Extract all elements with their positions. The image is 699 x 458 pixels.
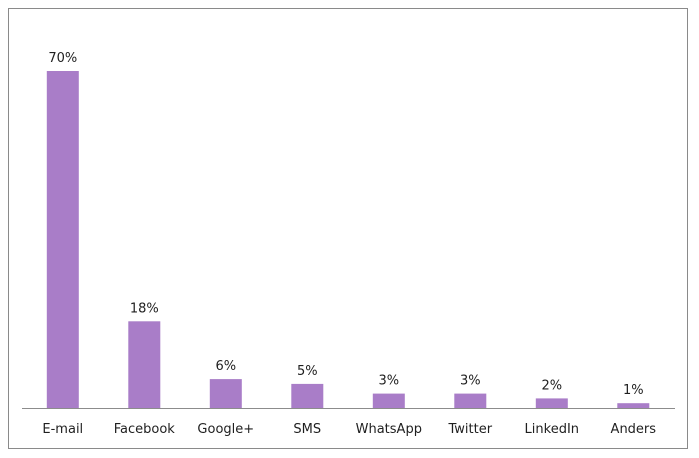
value-label: 2%	[541, 378, 562, 393]
bars-layer	[46, 71, 650, 408]
value-label: 5%	[297, 364, 318, 379]
category-label: Google+	[197, 422, 254, 437]
bar-facebook	[128, 321, 161, 408]
category-label: Anders	[611, 422, 657, 437]
bar-sms	[291, 383, 324, 408]
value-label: 3%	[460, 374, 481, 389]
value-label: 18%	[130, 301, 159, 316]
category-label: SMS	[293, 422, 321, 437]
bar-e-mail	[46, 71, 79, 408]
value-labels-layer: 70% 18% 6% 5% 3% 3% 2% 1%	[48, 51, 643, 398]
bar-twitter	[454, 393, 487, 408]
bar-whatsapp	[372, 393, 405, 408]
category-label: WhatsApp	[356, 422, 422, 437]
bar-anders	[617, 403, 650, 408]
bar-google-	[209, 379, 242, 408]
category-labels-layer: E-mail Facebook Google+ SMS WhatsApp Twitter L…	[42, 422, 656, 437]
category-label: Twitter	[448, 422, 493, 437]
bar-linkedin	[535, 398, 568, 408]
value-label: 6%	[215, 359, 236, 374]
value-label: 70%	[48, 51, 77, 66]
category-label: Facebook	[114, 422, 176, 437]
value-label: 3%	[378, 374, 399, 389]
value-label: 1%	[623, 383, 644, 398]
category-label: LinkedIn	[525, 422, 579, 437]
chart-frame	[8, 8, 688, 449]
category-label: E-mail	[42, 422, 83, 437]
